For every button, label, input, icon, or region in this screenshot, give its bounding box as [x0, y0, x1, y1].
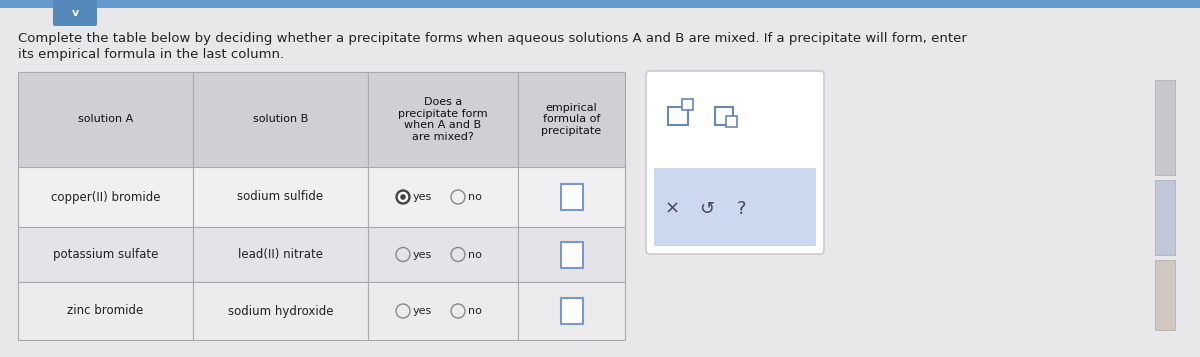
FancyBboxPatch shape — [368, 227, 518, 282]
FancyBboxPatch shape — [18, 72, 193, 167]
FancyBboxPatch shape — [1154, 180, 1175, 255]
FancyBboxPatch shape — [654, 167, 816, 246]
FancyBboxPatch shape — [668, 107, 688, 125]
FancyBboxPatch shape — [1154, 260, 1175, 330]
Text: zinc bromide: zinc bromide — [67, 305, 144, 317]
FancyBboxPatch shape — [518, 282, 625, 340]
Text: empirical
formula of
precipitate: empirical formula of precipitate — [541, 103, 601, 136]
Text: yes: yes — [413, 250, 432, 260]
Circle shape — [396, 190, 410, 204]
FancyBboxPatch shape — [560, 298, 582, 324]
FancyBboxPatch shape — [368, 282, 518, 340]
Text: ?: ? — [737, 200, 746, 218]
FancyBboxPatch shape — [1154, 80, 1175, 175]
Text: ↺: ↺ — [700, 200, 714, 218]
Text: Does a
precipitate form
when A and B
are mixed?: Does a precipitate form when A and B are… — [398, 97, 488, 142]
FancyBboxPatch shape — [193, 72, 368, 167]
FancyBboxPatch shape — [18, 167, 193, 227]
FancyBboxPatch shape — [518, 72, 625, 167]
FancyBboxPatch shape — [715, 107, 733, 125]
Text: solution A: solution A — [78, 115, 133, 125]
Text: v: v — [71, 8, 79, 18]
Text: sodium hydroxide: sodium hydroxide — [228, 305, 334, 317]
Text: sodium sulfide: sodium sulfide — [238, 191, 324, 203]
Text: potassium sulfate: potassium sulfate — [53, 248, 158, 261]
FancyBboxPatch shape — [18, 282, 193, 340]
FancyBboxPatch shape — [18, 227, 193, 282]
Text: Complete the table below by deciding whether a precipitate forms when aqueous so: Complete the table below by deciding whe… — [18, 32, 967, 45]
FancyBboxPatch shape — [518, 227, 625, 282]
Circle shape — [398, 192, 408, 202]
FancyBboxPatch shape — [646, 71, 824, 254]
FancyBboxPatch shape — [0, 0, 1200, 8]
FancyBboxPatch shape — [368, 167, 518, 227]
Text: its empirical formula in the last column.: its empirical formula in the last column… — [18, 48, 284, 61]
FancyBboxPatch shape — [53, 0, 97, 26]
Text: copper(II) bromide: copper(II) bromide — [50, 191, 161, 203]
Text: yes: yes — [413, 192, 432, 202]
FancyBboxPatch shape — [518, 167, 625, 227]
Text: lead(II) nitrate: lead(II) nitrate — [238, 248, 323, 261]
Text: solution B: solution B — [253, 115, 308, 125]
Text: no: no — [468, 192, 482, 202]
Circle shape — [401, 195, 406, 199]
Text: yes: yes — [413, 306, 432, 316]
FancyBboxPatch shape — [193, 282, 368, 340]
Text: no: no — [468, 250, 482, 260]
FancyBboxPatch shape — [560, 184, 582, 210]
FancyBboxPatch shape — [682, 99, 694, 110]
FancyBboxPatch shape — [193, 167, 368, 227]
Text: ×: × — [665, 200, 679, 218]
FancyBboxPatch shape — [560, 241, 582, 267]
Text: no: no — [468, 306, 482, 316]
FancyBboxPatch shape — [726, 116, 737, 127]
FancyBboxPatch shape — [368, 72, 518, 167]
FancyBboxPatch shape — [193, 227, 368, 282]
